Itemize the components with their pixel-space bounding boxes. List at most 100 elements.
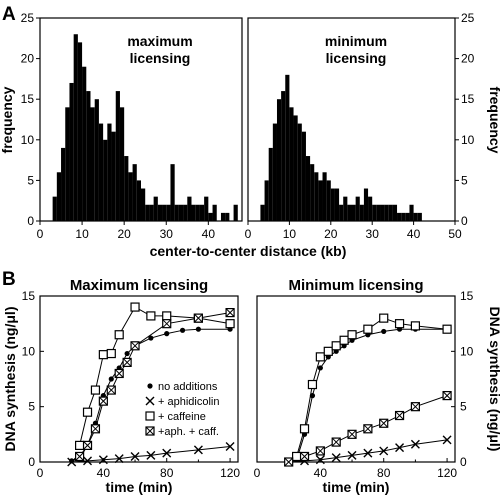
chart-title: Maximum licensing (70, 277, 208, 294)
plot-frame (39, 17, 243, 222)
data-point-dot (317, 365, 323, 371)
histogram-bar (334, 188, 340, 221)
histogram-bar (297, 123, 302, 221)
x-tick-label: 20 (324, 227, 338, 241)
data-point-x-stroke (315, 455, 325, 465)
data-point-boxx-stroke (379, 418, 389, 428)
x-tick-label: 30 (160, 227, 174, 241)
data-point-x (315, 455, 325, 465)
histogram-bar (417, 212, 422, 221)
legend-marker-square (145, 411, 155, 421)
panel-label-a: A (2, 4, 16, 25)
y-tick-label: 15 (21, 92, 35, 106)
data-point-x-stroke (379, 446, 389, 456)
y-tick-label: 20 (461, 52, 475, 66)
histogram-bar (90, 107, 95, 221)
timecourse-maximum-licensing: 0 40 80 120 0 5 10 15 Maximum licensing time (min… (2, 277, 240, 495)
data-point-x (347, 450, 357, 460)
histogram-bar (305, 156, 311, 221)
chart-annotation: minimum licensing (325, 33, 387, 66)
y-tick-label: 5 (28, 400, 35, 414)
series-line-boxx (288, 395, 448, 463)
data-point-square (146, 311, 156, 321)
y-tick-label: 15 (461, 92, 475, 106)
histogram-bar (94, 99, 99, 221)
plot-frame (256, 295, 456, 463)
data-point-x-stroke (114, 454, 124, 464)
histogram-bar (322, 172, 327, 221)
data-point-x-stroke (331, 453, 341, 463)
histogram-bar (136, 180, 141, 221)
histogram-bar (289, 107, 294, 221)
y-tick-label: 0 (28, 455, 35, 469)
y-tick-label: 0 (460, 455, 467, 469)
data-point-boxx-stroke (225, 308, 235, 317)
histogram-bar (174, 204, 179, 221)
data-point-boxx (315, 446, 325, 456)
legend-label: + caffeine (158, 411, 206, 423)
y-tick-label: 5 (461, 173, 468, 187)
histogram-bar (268, 147, 273, 221)
data-point-x-stroke (193, 445, 203, 455)
data-point-square (323, 346, 333, 356)
histogram-bar (380, 204, 385, 221)
histogram-bar (170, 164, 175, 221)
data-point-boxx-stroke (284, 457, 294, 467)
histogram-bar (343, 196, 348, 221)
y-axis-label: frequency (0, 86, 15, 153)
histogram-bar (372, 204, 377, 221)
data-point-boxx-stroke (316, 446, 325, 456)
data-point-x (225, 442, 235, 452)
histogram-bar (199, 204, 205, 221)
chart-annotation: maximum licensing (127, 33, 192, 66)
data-point-boxx-stroke (122, 358, 132, 367)
data-point-x-stroke (225, 442, 235, 452)
histogram-bar (326, 180, 331, 221)
legend-marker-dot (147, 383, 153, 389)
histogram-bar (293, 115, 298, 221)
histogram-bar (132, 164, 137, 221)
data-point-x (67, 457, 77, 467)
histogram-bar (405, 212, 410, 221)
data-point-boxx-stroke (75, 452, 84, 461)
data-point-dot (195, 326, 201, 332)
data-point-boxx (98, 396, 108, 406)
data-point-dot (124, 350, 130, 357)
histogram-bar (149, 204, 154, 221)
data-point-boxx (284, 457, 294, 467)
data-point-square (292, 451, 302, 462)
y-tick-label: 0 (461, 214, 468, 228)
data-point-boxx (347, 429, 357, 439)
data-point-boxx (225, 308, 235, 318)
histogram-bar (98, 123, 104, 221)
histogram-bar (392, 204, 398, 221)
histogram-bar (397, 212, 402, 221)
x-tick-label: 30 (366, 227, 380, 241)
data-point-boxx-stroke (114, 369, 124, 378)
y-tick-label: 20 (21, 52, 35, 66)
panel-label-b: B (2, 269, 16, 290)
histogram-bar (183, 204, 188, 221)
histogram-bar (119, 107, 125, 221)
legend-label: no additions (158, 381, 218, 393)
y-tick-label: 15 (22, 289, 36, 303)
histogram-bar (409, 204, 414, 221)
data-point-x-stroke (347, 450, 357, 460)
x-tick-label: 50 (448, 227, 462, 241)
histogram-bar (260, 204, 265, 221)
histogram-bar (388, 204, 393, 221)
data-point-boxx-stroke (83, 441, 92, 450)
data-point-boxx-stroke (194, 313, 203, 323)
data-point-x-stroke (146, 450, 156, 460)
data-point-square (331, 341, 341, 351)
data-point-square (162, 311, 172, 321)
histogram-bar (153, 196, 158, 221)
x-tick-label: 80 (160, 466, 174, 480)
data-point-x (395, 443, 405, 453)
data-point-x-stroke (83, 456, 93, 466)
histogram-bar (276, 99, 282, 221)
x-tick-label: 10 (75, 227, 89, 241)
data-point-boxx (90, 424, 101, 434)
x-tick-label: 120 (220, 466, 240, 480)
histogram-bar (166, 204, 171, 221)
